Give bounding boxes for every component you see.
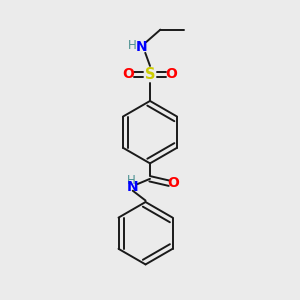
Text: N: N [136,40,148,55]
Text: H: H [128,40,136,52]
Text: O: O [167,176,179,190]
Text: O: O [166,67,177,81]
Text: O: O [123,67,134,81]
Text: H: H [127,174,136,187]
Text: S: S [145,67,155,82]
Text: N: N [127,180,139,194]
